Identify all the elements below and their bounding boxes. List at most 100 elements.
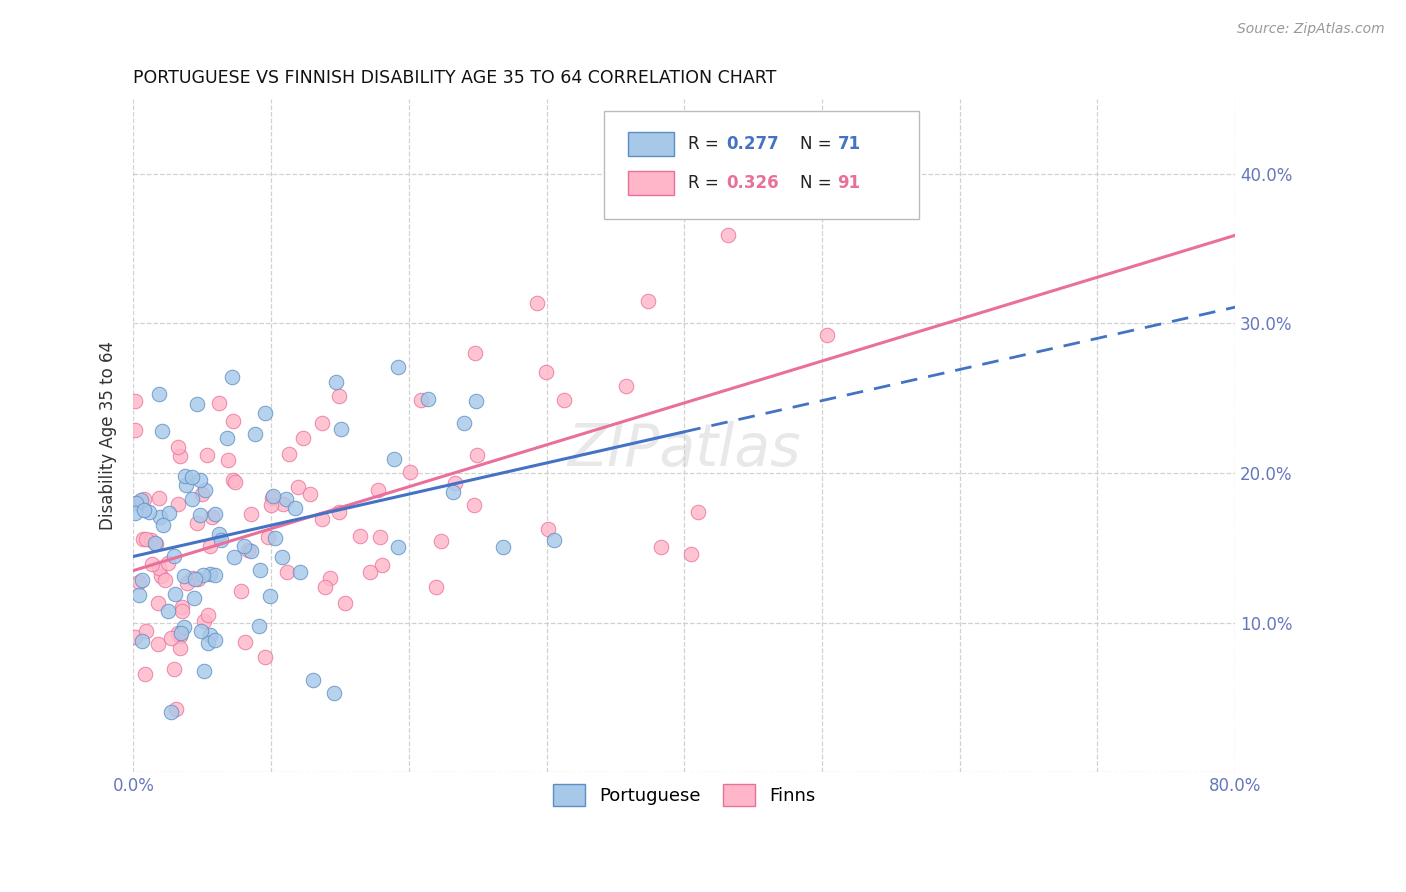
Point: [276, 565, 298, 579]
Point: [262, 491, 284, 505]
Point: [311, 512, 333, 526]
Point: [322, 686, 344, 700]
Point: [291, 431, 314, 445]
Point: [637, 293, 659, 308]
Point: [253, 406, 276, 420]
Point: [170, 626, 193, 640]
Point: [367, 483, 389, 497]
Point: [430, 534, 453, 549]
FancyBboxPatch shape: [628, 132, 675, 156]
Point: [159, 706, 181, 720]
Point: [149, 510, 172, 524]
Point: [221, 370, 243, 384]
Point: [172, 600, 194, 615]
Point: [194, 483, 217, 497]
Point: [163, 587, 186, 601]
Point: [165, 702, 187, 716]
Point: [193, 664, 215, 678]
Point: [146, 637, 169, 651]
Point: [359, 565, 381, 579]
Point: [236, 542, 259, 557]
Point: [333, 596, 356, 610]
Point: [537, 522, 560, 536]
Point: [128, 495, 150, 509]
Point: [173, 569, 195, 583]
Point: [368, 530, 391, 544]
Point: [186, 397, 208, 411]
Point: [197, 608, 219, 623]
Point: [132, 532, 155, 546]
Point: [311, 416, 333, 430]
Point: [163, 662, 186, 676]
Point: [195, 448, 218, 462]
Text: R =: R =: [688, 136, 724, 153]
Point: [187, 572, 209, 586]
Point: [387, 360, 409, 375]
Point: [143, 536, 166, 550]
Point: [249, 563, 271, 577]
Point: [148, 561, 170, 575]
Point: [204, 508, 226, 522]
Point: [169, 629, 191, 643]
Point: [319, 571, 342, 585]
Point: [155, 573, 177, 587]
Text: N =: N =: [800, 174, 837, 193]
Point: [465, 394, 488, 409]
Point: [444, 476, 467, 491]
Y-axis label: Disability Age 35 to 64: Disability Age 35 to 64: [100, 341, 117, 530]
Point: [464, 346, 486, 360]
Point: [409, 393, 432, 408]
Point: [247, 619, 270, 633]
Point: [157, 556, 180, 570]
Point: [181, 470, 204, 484]
Point: [441, 485, 464, 500]
Point: [167, 497, 190, 511]
Point: [233, 539, 256, 553]
Point: [201, 510, 224, 524]
Point: [253, 649, 276, 664]
Point: [188, 474, 211, 488]
Point: [134, 492, 156, 507]
Legend: Portuguese, Finns: Portuguese, Finns: [546, 777, 823, 814]
Point: [148, 386, 170, 401]
Point: [387, 540, 409, 554]
Point: [215, 431, 238, 445]
Point: [181, 492, 204, 507]
Point: [200, 539, 222, 553]
Point: [131, 633, 153, 648]
Text: 0.326: 0.326: [725, 174, 779, 193]
Point: [815, 328, 838, 343]
Point: [287, 480, 309, 494]
Point: [169, 641, 191, 656]
Point: [284, 500, 307, 515]
Point: [174, 478, 197, 492]
Point: [149, 569, 172, 583]
Point: [271, 496, 294, 510]
Point: [146, 596, 169, 610]
Point: [156, 604, 179, 618]
Point: [173, 620, 195, 634]
Point: [224, 549, 246, 564]
Point: [614, 379, 637, 393]
Point: [167, 441, 190, 455]
Point: [224, 475, 246, 490]
Point: [453, 416, 475, 430]
Point: [128, 588, 150, 602]
Point: [543, 533, 565, 548]
Point: [233, 635, 256, 649]
Point: [159, 631, 181, 645]
Point: [264, 531, 287, 545]
Point: [271, 549, 294, 564]
Point: [191, 567, 214, 582]
FancyBboxPatch shape: [628, 171, 675, 195]
Point: [399, 466, 422, 480]
Point: [173, 469, 195, 483]
Point: [124, 423, 146, 437]
Point: [650, 541, 672, 555]
Point: [193, 614, 215, 628]
Point: [190, 624, 212, 639]
Point: [277, 447, 299, 461]
Point: [553, 393, 575, 408]
Text: N =: N =: [800, 136, 837, 153]
Point: [134, 667, 156, 681]
